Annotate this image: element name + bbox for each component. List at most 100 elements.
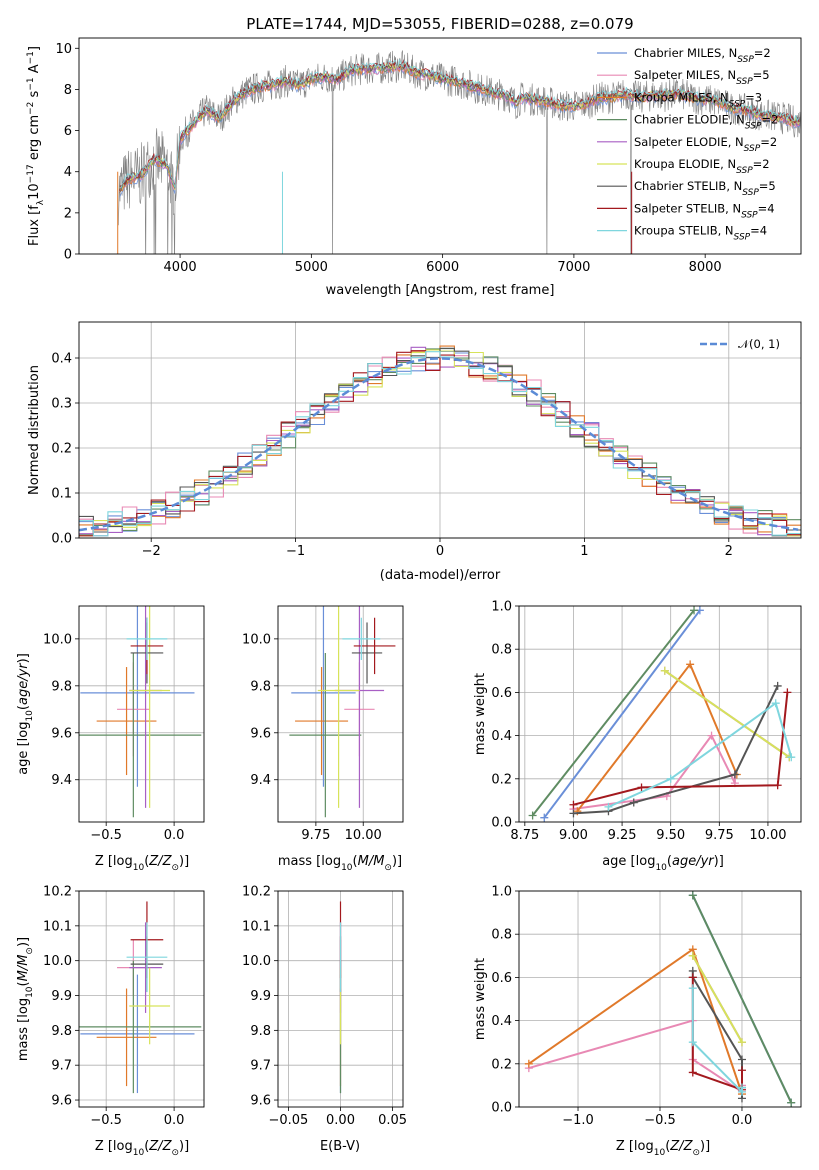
legend-label: Chabrier ELODIE, NSSP=2 [634, 113, 778, 132]
weight-line [528, 1019, 743, 1094]
axes-mass-vs-ebv: −0.05 0.00 0.05 9.6 9.7 9.8 9.9 10.0 10.1 10.2 [242, 885, 407, 1129]
x-tick-label: 9.25 [608, 828, 637, 843]
y-tick-label: 0.0 [51, 532, 72, 547]
axes-frame [277, 605, 404, 823]
x-tick-label: 8.75 [510, 828, 539, 843]
weight-marker [773, 681, 782, 690]
weight-marker [783, 688, 792, 697]
y-tick-label: 0.2 [491, 1057, 512, 1072]
weight-line [691, 894, 793, 1104]
x-tick-label: 5000 [295, 260, 328, 275]
x-tick-label: 4000 [164, 260, 197, 275]
x-tick-label: 6000 [426, 260, 459, 275]
y-tick-label: 0.6 [491, 686, 512, 701]
y-tick-label: 0.3 [51, 397, 72, 412]
model-spectrum [119, 64, 801, 193]
y-tick-label: 0.2 [51, 442, 72, 457]
legend-label: Kroupa MILES, NSSP=3 [634, 90, 762, 109]
y-tick-label: 0.8 [491, 928, 512, 943]
axes-age-vs-Z: −0.5 0.0 9.4 9.6 9.8 10.0 [43, 605, 205, 843]
weight-line [573, 685, 779, 815]
weight-marker [688, 951, 697, 960]
y-tick-label: 9.8 [51, 1024, 72, 1039]
x-tick-label: 0.00 [326, 1113, 355, 1128]
plot-area-mass-vs-Z [79, 901, 202, 1094]
y-tick-label: 0.4 [51, 352, 72, 367]
legend-label: Salpeter STELIB, NSSP=4 [634, 201, 775, 220]
axes-frame [518, 890, 802, 1108]
y-tick-label: 10.2 [242, 885, 271, 900]
weight-marker [707, 731, 716, 740]
weight-line [691, 970, 743, 1099]
y-tick-label: 9.7 [51, 1059, 72, 1074]
y-tick-label: 10.1 [242, 919, 271, 934]
x-axis-label: mass [log10(M/M⊙)] [278, 854, 402, 873]
y-tick-label: 9.6 [51, 726, 72, 741]
weight-line [608, 701, 793, 808]
legend-label: Salpeter ELODIE, NSSP=2 [634, 135, 777, 154]
axes-weight-vs-Z: −1.0 −0.5 0.0 0.0 0.2 0.4 0.6 0.8 1.0 [491, 885, 802, 1128]
legend: Chabrier MILES, NSSP=2 Salpeter MILES, NS… [597, 46, 778, 243]
plot-area-spectrum [117, 50, 801, 254]
plot-area-age-vs-Z [79, 606, 202, 818]
x-tick-label: −1 [286, 544, 305, 559]
x-axis-label: Z [log10(Z/Z⊙)] [95, 1139, 189, 1158]
y-tick-label: 8 [64, 83, 72, 98]
x-tick-label: −0.5 [90, 1113, 122, 1128]
x-axis-label: Z [log10(Z/Z⊙)] [95, 854, 189, 873]
normal-curve [79, 357, 799, 532]
weight-marker [737, 1038, 746, 1047]
x-tick-label: 7000 [557, 260, 590, 275]
y-tick-label: 2 [64, 206, 72, 221]
axes-frame [78, 37, 802, 255]
y-tick-label: 0.6 [491, 971, 512, 986]
x-tick-label: 0 [436, 544, 444, 559]
axes-frame [518, 605, 802, 823]
weight-marker [666, 774, 675, 783]
y-tick-label: 9.9 [250, 989, 271, 1004]
y-tick-label: 0.2 [491, 772, 512, 787]
chart-title: PLATE=1744, MJD=53055, FIBERID=0288, z=0… [246, 15, 633, 33]
y-axis-label: mass weight [473, 673, 488, 755]
y-tick-label: 1.0 [491, 600, 512, 615]
y-tick-label: 9.6 [51, 1094, 72, 1109]
x-axis-label: Z [log10(Z/Z⊙)] [616, 1139, 710, 1158]
y-axis-label: mass [log10(M/M⊙)] [16, 937, 35, 1061]
legend-label: Kroupa ELODIE, NSSP=2 [634, 157, 770, 176]
y-tick-label: 1.0 [491, 885, 512, 900]
y-axis-label: Normed distribution [27, 365, 42, 495]
legend-label: Kroupa STELIB, NSSP=4 [634, 224, 767, 243]
weight-marker [569, 809, 578, 818]
axes-frame [277, 890, 404, 1108]
y-tick-label: 6 [64, 124, 72, 139]
weight-marker [787, 1098, 796, 1107]
x-tick-label: 9.50 [656, 828, 685, 843]
weight-marker [688, 1038, 697, 1047]
y-tick-label: 9.4 [51, 773, 72, 788]
axes-frame [78, 321, 802, 539]
y-tick-label: 9.6 [250, 1094, 271, 1109]
x-tick-label: 0.0 [164, 1113, 185, 1128]
x-tick-label: −0.05 [268, 1113, 308, 1128]
legend-label: Chabrier MILES, NSSP=2 [634, 46, 771, 65]
y-tick-label: 0.4 [491, 1014, 512, 1029]
x-tick-label: 1 [580, 544, 588, 559]
plot-area-weight-vs-age [528, 606, 796, 822]
y-tick-label: 10.0 [242, 954, 271, 969]
axes-spectrum: 4000 5000 6000 7000 8000 0 2 4 6 8 10 [55, 37, 802, 275]
y-tick-label: 4 [64, 165, 72, 180]
y-tick-label: 10.0 [43, 632, 72, 647]
x-tick-label: 0.05 [378, 1113, 407, 1128]
residual-histogram [79, 351, 801, 537]
legend-label: Salpeter MILES, NSSP=5 [634, 68, 770, 87]
y-tick-label: 9.8 [250, 1024, 271, 1039]
y-tick-label: 10.0 [242, 632, 271, 647]
x-axis-label: age [log10(age/yr)] [602, 854, 724, 873]
weight-marker [730, 770, 739, 779]
weight-marker [688, 1068, 697, 1077]
axes-weight-vs-age: 8.75 9.00 9.25 9.50 9.75 10.00 0.0 0.2 0.4 0.6 0.8… [491, 600, 802, 843]
x-tick-label: 10.00 [749, 828, 786, 843]
axes-frame [78, 890, 205, 1108]
weight-line [531, 609, 695, 817]
y-tick-label: 0.0 [491, 816, 512, 831]
